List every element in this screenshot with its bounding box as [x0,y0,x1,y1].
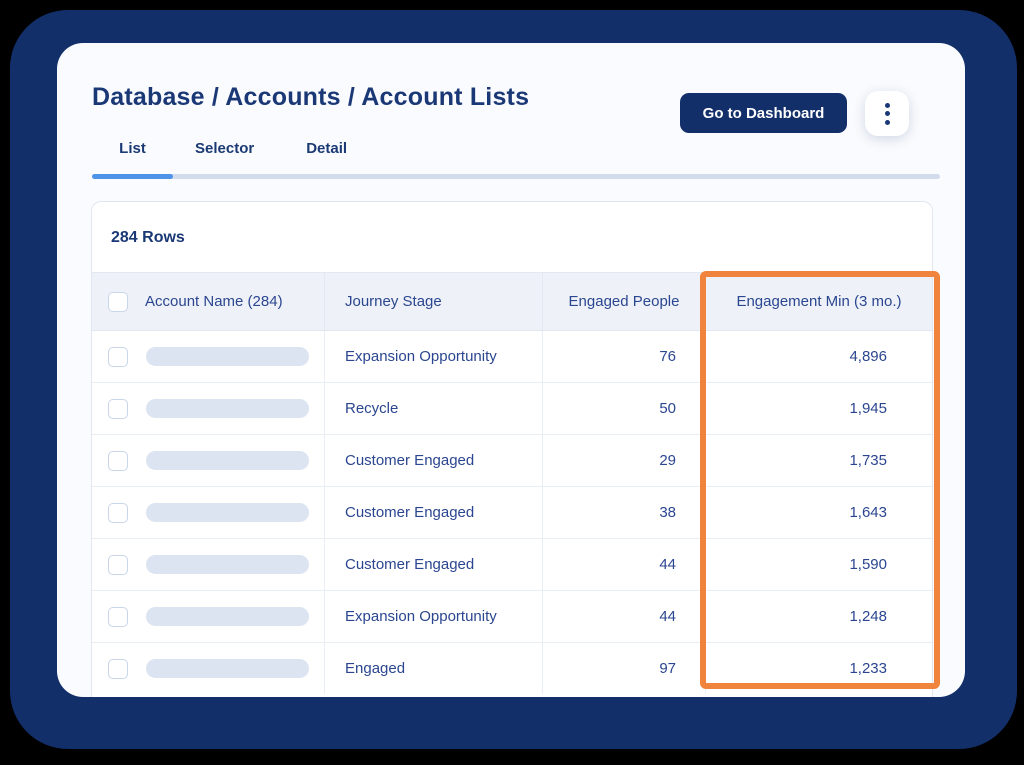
journey-stage-cell: Customer Engaged [325,435,543,486]
engaged-people-cell: 38 [543,487,706,538]
table-row[interactable]: Engaged 97 1,233 [92,642,932,694]
engaged-people-cell: 29 [543,435,706,486]
table-row[interactable]: Customer Engaged 44 1,590 [92,538,932,590]
page-title: Database / Accounts / Account Lists [92,83,530,111]
row-checkbox[interactable] [108,502,128,523]
account-name-cell [92,383,325,434]
accounts-table-card: 284 Rows Account Name (284) Journey Stag… [91,201,933,697]
row-checkbox[interactable] [108,554,128,575]
table-row[interactable]: Customer Engaged 38 1,643 [92,486,932,538]
app-frame: Database / Accounts / Account Lists Go t… [10,10,1017,749]
table-row[interactable]: Customer Engaged 29 1,735 [92,434,932,486]
engagement-min-cell: 1,248 [849,608,887,625]
column-header-engagement-min: Engagement Min (3 mo.) [736,293,902,310]
table-header-row: Account Name (284) Journey Stage Engaged… [92,272,932,330]
active-tab-underline [92,174,173,179]
account-name-placeholder [146,555,309,574]
journey-stage-cell: Recycle [325,383,543,434]
row-checkbox[interactable] [108,606,128,627]
select-all-checkbox[interactable] [108,291,128,312]
engagement-min-cell: 1,945 [849,400,887,417]
account-name-placeholder [146,399,309,418]
engagement-min-cell: 4,896 [849,348,887,365]
column-header-account-name: Account Name (284) [92,273,325,330]
account-name-cell [92,331,325,382]
table-row[interactable]: Expansion Opportunity 76 4,896 [92,330,932,382]
journey-stage-cell: Expansion Opportunity [325,591,543,642]
account-name-cell [92,591,325,642]
row-checkbox[interactable] [108,346,128,367]
row-checkbox[interactable] [108,450,128,471]
engaged-people-cell: 44 [543,591,706,642]
tab-bar: List Selector Detail [92,137,347,161]
kebab-menu-button[interactable] [865,91,909,136]
engagement-min-cell: 1,735 [849,452,887,469]
account-name-cell [92,487,325,538]
main-card: Database / Accounts / Account Lists Go t… [57,43,965,697]
engaged-people-cell: 50 [543,383,706,434]
tab-list[interactable]: List [119,140,146,157]
engaged-people-cell: 97 [543,643,706,694]
row-count-label: 284 Rows [111,229,185,246]
kebab-menu-icon [884,99,890,128]
tab-track [92,174,940,179]
tab-detail[interactable]: Detail [306,140,348,157]
go-to-dashboard-button[interactable]: Go to Dashboard [680,93,847,133]
engaged-people-cell: 76 [543,331,706,382]
engagement-min-cell: 1,233 [849,660,887,677]
account-name-placeholder [146,347,309,366]
tab-selector[interactable]: Selector [195,140,255,157]
account-name-placeholder [146,659,309,678]
column-header-journey-stage: Journey Stage [325,273,543,330]
engagement-min-cell: 1,590 [849,556,887,573]
row-checkbox[interactable] [108,658,128,679]
row-checkbox[interactable] [108,398,128,419]
table-row[interactable]: Expansion Opportunity 44 1,248 [92,590,932,642]
table-row[interactable]: Recycle 50 1,945 [92,382,932,434]
account-name-placeholder [146,503,309,522]
column-header-engaged-people: Engaged People [543,273,706,330]
engagement-min-cell: 1,643 [849,504,887,521]
engaged-people-cell: 44 [543,539,706,590]
journey-stage-cell: Engaged [325,643,543,694]
journey-stage-cell: Customer Engaged [325,539,543,590]
account-name-cell [92,643,325,694]
account-name-cell [92,435,325,486]
journey-stage-cell: Expansion Opportunity [325,331,543,382]
account-name-placeholder [146,607,309,626]
account-name-placeholder [146,451,309,470]
journey-stage-cell: Customer Engaged [325,487,543,538]
account-name-cell [92,539,325,590]
